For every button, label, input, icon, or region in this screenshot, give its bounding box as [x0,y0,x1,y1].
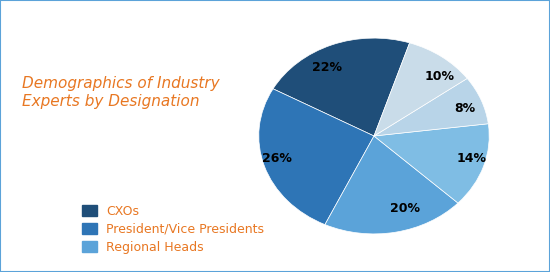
Wedge shape [325,136,458,234]
Wedge shape [374,78,488,136]
Text: 20%: 20% [390,202,420,215]
Text: 8%: 8% [454,103,475,116]
Legend: CXOs, President/Vice Presidents, Regional Heads: CXOs, President/Vice Presidents, Regiona… [78,201,268,258]
Wedge shape [374,124,489,203]
Text: 14%: 14% [456,152,486,165]
Text: 26%: 26% [262,152,292,165]
Wedge shape [374,43,467,136]
Text: 10%: 10% [425,70,455,83]
Text: 22%: 22% [312,61,342,74]
Wedge shape [259,89,374,225]
Wedge shape [273,38,410,136]
Text: Demographics of Industry
Experts by Designation: Demographics of Industry Experts by Desi… [22,76,219,109]
